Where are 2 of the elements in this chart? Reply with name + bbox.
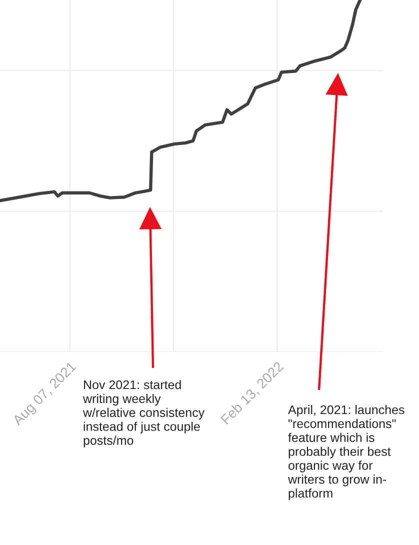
text: April, 2021: launches "recommendations" feature which is probably their best organic way for writers to grow in- platform [288, 405, 404, 500]
text: Nov 2021: started writing weekly w/relative consistency instead of just couple posts/mo [82, 380, 205, 448]
